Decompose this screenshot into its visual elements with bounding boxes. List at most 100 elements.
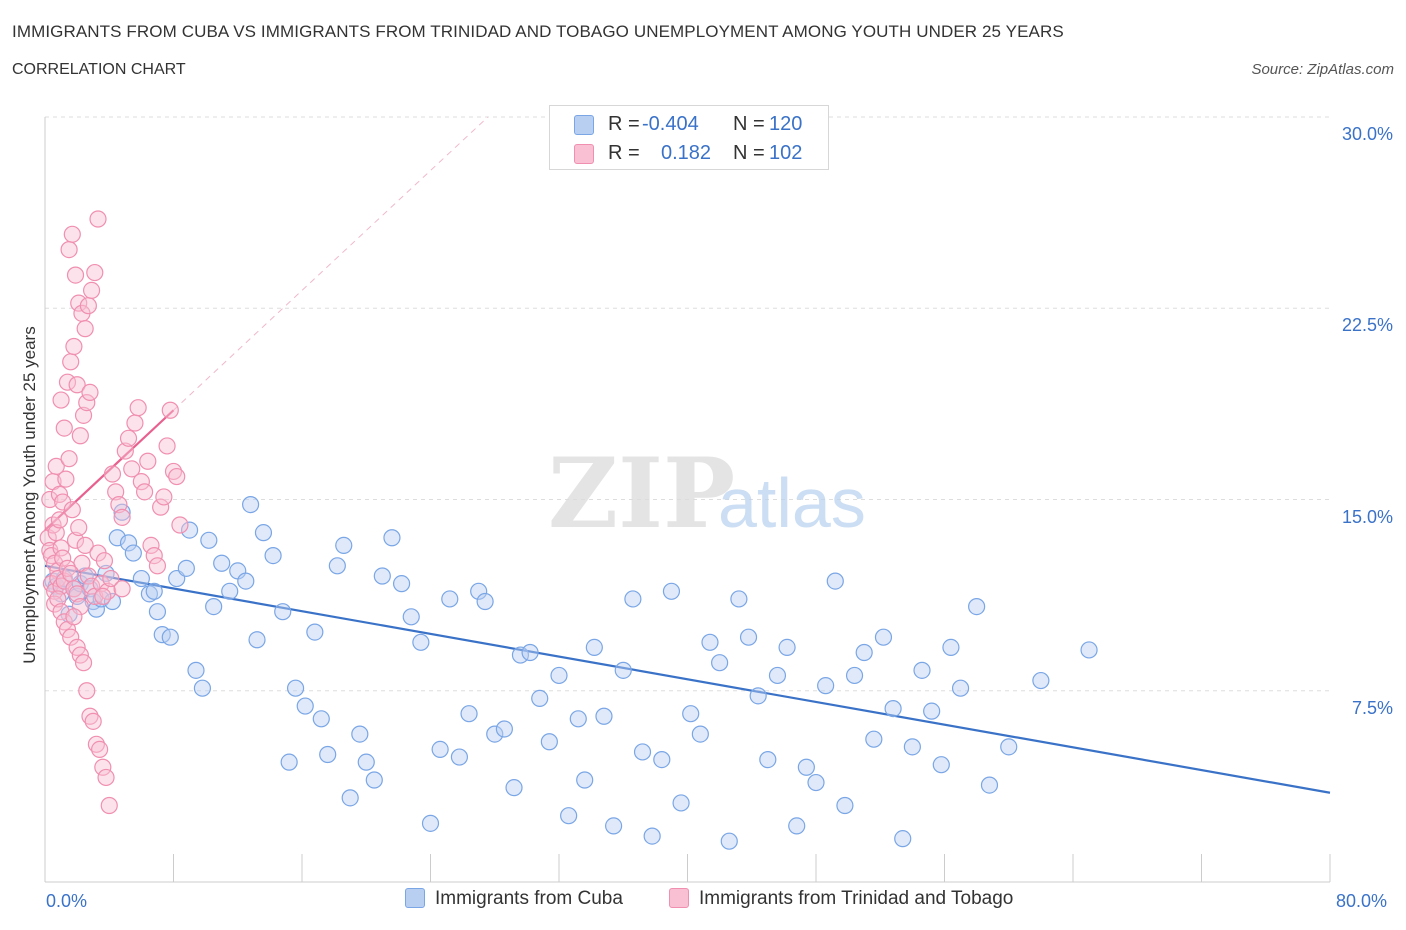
cuba-swatch-icon — [574, 115, 594, 135]
cuba-point — [373, 567, 391, 585]
cuba-point — [306, 623, 324, 641]
cuba-point — [108, 529, 126, 547]
cuba-point — [720, 832, 738, 850]
trinidad-point — [47, 457, 65, 475]
trinidad-point — [52, 391, 70, 409]
cuba-point — [759, 750, 777, 769]
trinidad-point — [102, 569, 120, 588]
trinidad-point — [168, 467, 186, 486]
trinidad-point — [129, 399, 147, 417]
trinidad-point — [65, 608, 83, 626]
cuba-point — [148, 603, 167, 621]
cuba-point — [119, 534, 138, 552]
cuba-point — [739, 628, 758, 646]
cuba-point — [855, 643, 873, 662]
cuba-point — [187, 661, 205, 679]
trinidad-point — [82, 577, 101, 595]
cuba-point — [392, 575, 411, 593]
trinidad-point — [107, 483, 125, 501]
cuba-point — [595, 707, 613, 725]
trinidad-point — [58, 373, 77, 391]
trend-lines — [44, 116, 1331, 794]
cuba-point — [550, 666, 568, 685]
cuba-point — [335, 536, 353, 555]
cuba-point — [264, 546, 282, 565]
trinidad-point — [41, 490, 59, 509]
cuba-point — [778, 638, 796, 657]
stats-box: R = -0.404 N = 120 R = 0.182 N = 102 — [549, 105, 829, 170]
cuba-point — [1080, 641, 1098, 659]
axes — [44, 117, 1331, 883]
cuba-point — [932, 756, 950, 774]
trinidad-point — [57, 470, 75, 488]
y-tick-22-5: 22.5% — [1341, 315, 1393, 335]
cuba-point — [531, 689, 549, 708]
cuba-point — [357, 753, 375, 771]
trinidad-point — [89, 210, 107, 228]
trinidad-point — [161, 401, 179, 419]
cuba-point — [421, 814, 440, 832]
cuba-point — [903, 738, 921, 756]
cuba-point — [662, 582, 681, 600]
trinidad-point — [60, 241, 78, 259]
cuba-point — [319, 745, 337, 764]
legend-cuba-swatch-icon — [405, 888, 425, 908]
cuba-point — [691, 725, 709, 743]
cuba-point — [884, 699, 902, 718]
cuba-point — [431, 740, 449, 759]
trinidad-trend-extension — [173, 116, 489, 411]
trinidad-point — [119, 429, 138, 447]
trinidad-point — [63, 501, 81, 519]
cuba-point — [653, 750, 671, 769]
trinidad-point — [84, 712, 102, 730]
cuba-point — [103, 592, 122, 611]
cuba-point — [97, 564, 115, 583]
trinidad-point — [79, 297, 97, 315]
trinidad-point — [68, 585, 86, 603]
trinidad-point — [97, 768, 115, 787]
trinidad-point — [81, 707, 99, 725]
cuba-point — [768, 666, 787, 685]
trinidad-point — [123, 460, 141, 478]
cuba-n-value: 120 — [769, 113, 803, 135]
cuba-point — [476, 592, 494, 611]
cuba-point — [274, 603, 292, 621]
cuba-point — [836, 796, 854, 815]
y-tick-15: 15.0% — [1341, 507, 1393, 527]
trinidad-point — [145, 546, 163, 565]
watermark: ZIP atlas — [548, 437, 866, 550]
grid-lines — [45, 116, 1330, 692]
trinidad-point — [76, 320, 94, 338]
stats-row-trinidad: R = 0.182 N = 102 — [550, 140, 828, 168]
y-tick-30: 30.0% — [1341, 124, 1393, 144]
watermark-zip: ZIP — [548, 437, 735, 550]
cuba-point — [560, 807, 578, 825]
trinidad-point — [87, 735, 106, 753]
trinidad-point — [132, 473, 150, 491]
cuba-point — [412, 633, 430, 651]
trinidad-point — [74, 406, 93, 424]
cuba-point — [614, 661, 632, 679]
legend-item-cuba: Immigrants from Cuba — [405, 888, 623, 910]
legend-trinidad-label: Immigrants from Trinidad and Tobago — [699, 888, 1014, 909]
trinidad-point — [68, 376, 86, 394]
cuba-point — [605, 817, 623, 835]
trinidad-points — [39, 210, 189, 815]
cuba-point — [140, 585, 159, 603]
trinidad-point — [70, 518, 88, 537]
cuba-point — [402, 608, 420, 626]
cuba-point — [672, 794, 690, 812]
cuba-point — [177, 559, 195, 577]
cuba-point — [205, 597, 223, 616]
cuba-point — [682, 705, 700, 723]
cuba-point — [242, 496, 260, 514]
trinidad-point — [94, 587, 112, 606]
cuba-point — [797, 758, 815, 776]
trinidad-point — [47, 524, 65, 542]
trinidad-point — [86, 263, 104, 282]
trinidad-point — [113, 508, 131, 526]
cuba-point — [865, 730, 883, 748]
trinidad-point — [158, 437, 176, 455]
cuba-point — [894, 830, 912, 848]
cuba-point — [1032, 671, 1050, 690]
